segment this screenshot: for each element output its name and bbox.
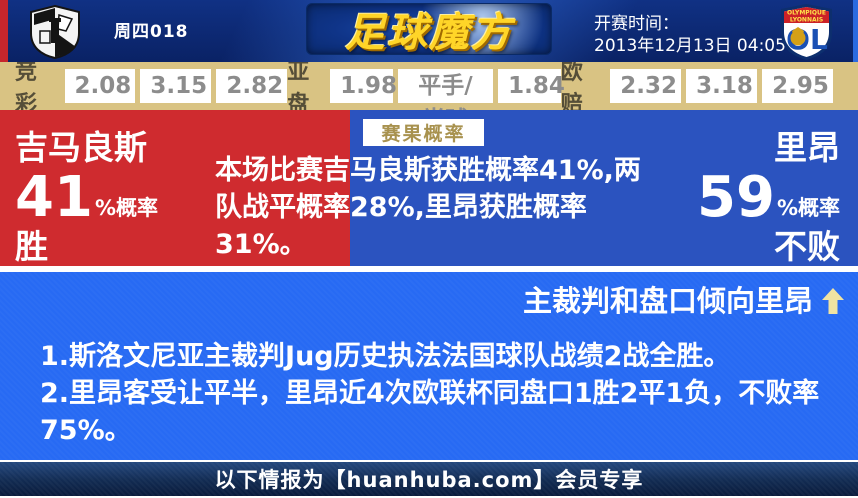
- odds-value: 2.82: [216, 69, 288, 103]
- odds-value: 2.95: [762, 69, 833, 103]
- away-percent-value: 59: [697, 165, 775, 230]
- kickoff-datetime: 2013年12月13日 04:05: [594, 36, 786, 56]
- odds-value: 1.98: [330, 69, 397, 103]
- result-probability-badge: 赛果概率: [363, 119, 484, 146]
- home-team-name: 吉马良斯: [15, 128, 147, 167]
- summary-line: 31%。: [215, 229, 307, 260]
- odds-value: 3.18: [686, 69, 758, 103]
- up-arrow-icon: [822, 288, 844, 314]
- right-blue-stripe: [853, 0, 858, 62]
- odds-handicap: 平手/半球: [397, 69, 494, 133]
- home-probability-block: 吉马良斯 41 %概率 胜: [15, 128, 158, 266]
- match-number-label: 周四018: [114, 22, 189, 42]
- analysis-points: 1.斯洛文尼亚主裁判Jug历史执法法国球队战绩2战全胜。 2.里昂客受让平半，里…: [40, 338, 830, 449]
- home-percent-row: 41 %概率: [15, 170, 158, 226]
- away-crest-line2: LYONNAIS: [790, 17, 823, 24]
- odds-group-yapan: 亚盘 1.98 平手/半球 1.84: [287, 54, 565, 133]
- away-verdict: 不败: [774, 227, 840, 266]
- odds-label-yapan: 亚盘: [287, 60, 310, 117]
- away-percent-row: 59 %概率: [697, 170, 840, 226]
- kickoff-time: 开赛时间： 2013年12月13日 04:05: [594, 13, 786, 57]
- analysis-section: 主裁判和盘口倾向里昂 1.斯洛文尼亚主裁判Jug历史执法法国球队战绩2战全胜。 …: [0, 272, 858, 460]
- home-percent-suffix: %概率: [94, 196, 158, 220]
- odds-value: 1.84: [498, 69, 565, 103]
- analysis-headline: 主裁判和盘口倾向里昂: [522, 284, 813, 318]
- away-team-crest-icon: OLYMPIQUE LYONNAIS OL: [781, 4, 832, 60]
- odds-group-jingcai: 竞彩 2.08 3.15 2.82: [15, 54, 288, 118]
- home-team-crest-icon: [30, 5, 80, 59]
- away-team-name: 里昂: [774, 128, 840, 167]
- away-percent-suffix: %概率: [776, 196, 840, 220]
- odds-value: 2.08: [64, 69, 136, 103]
- kickoff-label: 开赛时间：: [594, 14, 679, 34]
- brand-logo-text: 足球魔方: [345, 10, 513, 56]
- odds-bar: 竞彩 2.08 3.15 2.82 亚盘 1.98 平手/半球 1.84 欧赔 …: [0, 60, 858, 133]
- left-red-stripe: [0, 0, 8, 62]
- summary-line: 本场比赛吉马良斯获胜概率41%,两: [215, 155, 641, 186]
- home-percent-value: 41: [15, 165, 93, 230]
- probability-summary: 本场比赛吉马良斯获胜概率41%,两 队战平概率28%,里昂获胜概率 31%。: [215, 152, 641, 263]
- top-bar: 周四018 足球魔方 开赛时间： 2013年12月13日 04:05 OLYMP…: [0, 0, 858, 62]
- result-probability-section: 赛果概率 吉马良斯 41 %概率 胜 本场比赛吉马良斯获胜概率41%,两 队战平…: [0, 110, 858, 266]
- footer-bar: 以下情报为【huanhuba.com】会员专享: [0, 460, 858, 496]
- analysis-point: 2.里昂客受让平半，里昂近4次欧联杯同盘口1胜2平1负，不败率75%。: [40, 378, 820, 446]
- analysis-point: 1.斯洛文尼亚主裁判Jug历史执法法国球队战绩2战全胜。: [40, 341, 731, 372]
- away-probability-block: 里昂 59 %概率 不败: [697, 128, 840, 266]
- away-crest-line1: OLYMPIQUE: [787, 10, 826, 17]
- section-divider: [0, 266, 858, 272]
- odds-label-jingcai: 竞彩: [15, 60, 38, 117]
- footer-notice: 以下情报为【huanhuba.com】会员专享: [214, 468, 644, 492]
- home-verdict: 胜: [15, 227, 48, 266]
- odds-value: 2.32: [610, 69, 682, 103]
- analysis-headline-row: 主裁判和盘口倾向里昂: [0, 284, 858, 318]
- odds-label-oupei: 欧赔: [560, 60, 583, 117]
- summary-line: 队战平概率28%,里昂获胜概率: [215, 192, 587, 223]
- brand-logo: 足球魔方: [306, 3, 552, 56]
- odds-group-oupei: 欧赔 2.32 3.18 2.95: [561, 54, 833, 118]
- home-red-panel: [0, 110, 350, 266]
- odds-value: 3.15: [140, 69, 212, 103]
